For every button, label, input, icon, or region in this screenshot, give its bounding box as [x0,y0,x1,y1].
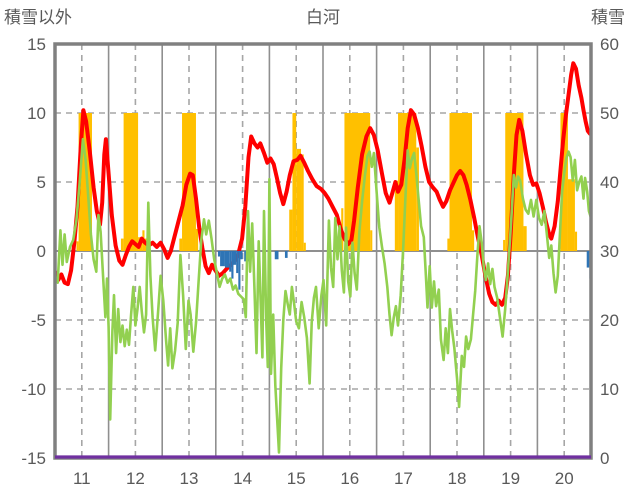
blue-bars-bar [229,251,232,272]
red-line [55,61,591,307]
orange-bars-bar [523,226,527,251]
left-tick-label: 0 [37,242,46,261]
x-tick-label: 19 [501,469,520,488]
orange-bars-bar [76,241,79,251]
orange-bars-bar [289,209,293,251]
x-tick-label: 13 [180,469,199,488]
left-axis-title: 積雪以外 [4,8,72,27]
blue-bars [217,251,591,290]
blue-bars-bar [284,251,288,258]
left-tick-label: 15 [27,35,46,54]
left-tick-label: -10 [21,380,46,399]
blue-bars-bar [233,251,237,265]
x-tick-label: 14 [233,469,252,488]
orange-bars-bar [292,113,297,251]
series-group [55,61,591,458]
right-axis-ticks: 60 50 40 30 20 10 0 [600,35,619,468]
orange-bars-bar [449,113,473,251]
orange-bars-bar [301,154,304,251]
orange-bars-bar [370,230,373,251]
right-tick-label: 0 [600,449,609,468]
orange-bars [76,113,578,251]
blue-bars-bar [231,251,234,279]
left-tick-label: -15 [21,449,46,468]
orange-bars-bar [574,231,578,251]
blue-bars-bar [238,251,241,290]
x-tick-label: 17 [394,469,413,488]
blue-bars-bar [240,251,243,260]
orange-bars-bar [179,238,183,251]
orange-bars-bar [567,179,575,251]
left-tick-label: 10 [27,104,46,123]
orange-bars-bar [123,113,139,251]
x-tick-label: 11 [73,469,91,488]
blue-bars-bar [220,251,225,267]
blue-bars-bar [217,251,221,257]
right-tick-label: 30 [600,242,619,261]
orange-bars-bar [296,148,302,251]
right-tick-label: 40 [600,173,619,192]
blue-bars-bar [586,251,590,268]
left-tick-label: 5 [37,173,46,192]
right-axis-title: 積雪 [591,8,625,27]
blue-bars-bar [236,251,239,274]
orange-bars-bar [120,238,124,251]
right-tick-label: 50 [600,104,619,123]
x-tick-label: 20 [555,469,574,488]
green-line [55,137,591,454]
x-tick-label: 18 [448,469,467,488]
orange-bars-bar [394,180,399,251]
right-tick-label: 20 [600,311,619,330]
blue-bars-bar [274,251,279,260]
orange-bars-bar [503,239,506,251]
orange-bars-bar [195,228,199,251]
left-axis-ticks: 15 10 5 0 -5 -10 -15 [21,35,46,468]
right-tick-label: 10 [600,380,619,399]
x-tick-label: 12 [126,469,145,488]
orange-bars-bar [303,242,306,251]
blue-bars-bar [224,251,230,268]
left-tick-label: -5 [31,311,46,330]
x-tick-label: 15 [287,469,306,488]
x-axis-ticks: 11 12 13 14 15 16 17 18 19 20 [73,469,574,488]
orange-bars-bar [472,230,475,251]
chart-title: 白河 [306,8,340,27]
right-tick-label: 60 [600,35,619,54]
orange-bars-bar [447,238,450,251]
x-tick-label: 16 [340,469,359,488]
